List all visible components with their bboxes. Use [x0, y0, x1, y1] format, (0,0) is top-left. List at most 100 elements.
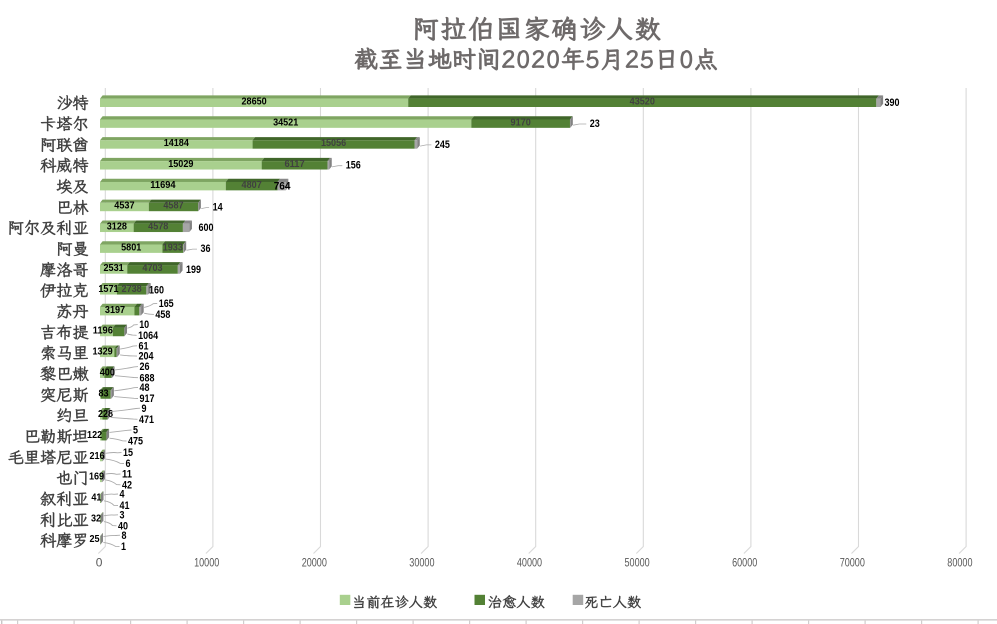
svg-text:1933: 1933 — [163, 242, 184, 253]
svg-text:165: 165 — [159, 298, 174, 310]
svg-text:1: 1 — [121, 541, 126, 553]
svg-text:475: 475 — [128, 436, 143, 448]
svg-text:伊拉克: 伊拉克 — [40, 279, 89, 301]
svg-text:利比亚: 利比亚 — [40, 508, 89, 530]
svg-text:34521: 34521 — [273, 117, 299, 128]
svg-text:11: 11 — [122, 469, 132, 481]
svg-text:122: 122 — [87, 430, 102, 441]
svg-text:245: 245 — [435, 139, 450, 151]
svg-text:吉布提: 吉布提 — [40, 321, 89, 343]
svg-text:41: 41 — [91, 492, 101, 503]
svg-text:30000: 30000 — [409, 555, 434, 569]
svg-text:阿拉伯国家确诊人数: 阿拉伯国家确诊人数 — [413, 12, 661, 46]
svg-text:4578: 4578 — [148, 222, 169, 233]
svg-text:11694: 11694 — [150, 180, 176, 191]
svg-text:巴林: 巴林 — [56, 196, 88, 218]
svg-text:沙特: 沙特 — [56, 92, 88, 114]
svg-text:458: 458 — [155, 309, 170, 321]
svg-text:苏丹: 苏丹 — [56, 300, 88, 322]
svg-text:6: 6 — [126, 458, 131, 470]
svg-text:8: 8 — [122, 530, 127, 542]
svg-text:70000: 70000 — [840, 555, 865, 569]
svg-text:0: 0 — [96, 555, 103, 569]
svg-text:83: 83 — [98, 388, 108, 399]
svg-text:228: 228 — [98, 409, 113, 420]
svg-text:36: 36 — [201, 243, 211, 255]
svg-text:阿曼: 阿曼 — [56, 237, 88, 259]
svg-text:917: 917 — [140, 393, 155, 405]
svg-text:3197: 3197 — [105, 305, 126, 316]
svg-text:5: 5 — [133, 425, 138, 437]
svg-text:41: 41 — [120, 500, 130, 512]
svg-text:1329: 1329 — [93, 347, 114, 358]
svg-text:4537: 4537 — [114, 201, 135, 212]
svg-text:14: 14 — [213, 201, 224, 213]
svg-text:14184: 14184 — [164, 138, 190, 149]
svg-text:死亡人数: 死亡人数 — [584, 593, 641, 612]
svg-text:40: 40 — [118, 520, 128, 532]
svg-text:巴勒斯坦: 巴勒斯坦 — [24, 425, 89, 447]
svg-text:黎巴嫩: 黎巴嫩 — [40, 363, 89, 385]
svg-text:科威特: 科威特 — [40, 154, 89, 176]
svg-text:40000: 40000 — [517, 555, 542, 569]
svg-text:28650: 28650 — [241, 97, 267, 108]
svg-text:卡塔尔: 卡塔尔 — [40, 112, 89, 134]
svg-text:471: 471 — [139, 414, 154, 426]
svg-text:25: 25 — [89, 534, 99, 545]
svg-text:169: 169 — [89, 472, 104, 483]
svg-text:3: 3 — [120, 509, 125, 521]
svg-text:1571: 1571 — [98, 284, 119, 295]
svg-text:阿联酋: 阿联酋 — [40, 133, 89, 155]
svg-text:764: 764 — [274, 180, 292, 192]
svg-text:9: 9 — [142, 403, 147, 415]
svg-text:6117: 6117 — [284, 159, 305, 170]
svg-text:216: 216 — [89, 451, 104, 462]
svg-text:199: 199 — [186, 264, 201, 276]
svg-text:埃及: 埃及 — [56, 175, 88, 197]
svg-text:390: 390 — [885, 97, 900, 109]
svg-text:4587: 4587 — [163, 201, 184, 212]
svg-text:688: 688 — [140, 372, 155, 384]
svg-text:600: 600 — [199, 222, 214, 234]
svg-text:毛里塔尼亚: 毛里塔尼亚 — [8, 446, 89, 468]
svg-text:10: 10 — [139, 319, 149, 331]
svg-text:也门: 也门 — [56, 467, 88, 489]
svg-text:26: 26 — [140, 361, 150, 373]
svg-text:48: 48 — [140, 382, 150, 394]
svg-text:4703: 4703 — [142, 263, 163, 274]
svg-text:突尼斯: 突尼斯 — [40, 383, 89, 405]
svg-text:15056: 15056 — [321, 138, 347, 149]
svg-text:43520: 43520 — [630, 97, 656, 108]
svg-text:5801: 5801 — [121, 242, 142, 253]
svg-text:156: 156 — [346, 160, 361, 172]
svg-text:治愈人数: 治愈人数 — [488, 593, 545, 612]
svg-text:60000: 60000 — [732, 555, 757, 569]
svg-text:23: 23 — [590, 118, 600, 130]
svg-text:科摩罗: 科摩罗 — [40, 529, 89, 551]
svg-text:15029: 15029 — [168, 159, 194, 170]
svg-text:2531: 2531 — [104, 263, 125, 274]
svg-text:叙利亚: 叙利亚 — [40, 488, 89, 510]
svg-text:当前在诊人数: 当前在诊人数 — [352, 593, 437, 612]
svg-text:3128: 3128 — [107, 222, 128, 233]
svg-text:80000: 80000 — [947, 555, 972, 569]
svg-text:2738: 2738 — [122, 284, 143, 295]
svg-text:10000: 10000 — [194, 555, 219, 569]
svg-text:400: 400 — [100, 367, 115, 378]
svg-text:4807: 4807 — [242, 180, 263, 191]
svg-text:9170: 9170 — [511, 117, 532, 128]
svg-text:阿尔及利亚: 阿尔及利亚 — [8, 217, 89, 239]
svg-text:32: 32 — [91, 513, 101, 524]
svg-text:索马里: 索马里 — [40, 342, 89, 364]
svg-text:截至当地时间2020年5月25日0点: 截至当地时间2020年5月25日0点 — [354, 43, 718, 75]
svg-text:50000: 50000 — [625, 555, 650, 569]
svg-text:4: 4 — [120, 489, 126, 501]
svg-text:摩洛哥: 摩洛哥 — [40, 258, 89, 280]
svg-text:1064: 1064 — [138, 330, 159, 342]
svg-text:42: 42 — [122, 479, 132, 491]
svg-text:160: 160 — [149, 285, 164, 297]
svg-text:约旦: 约旦 — [56, 404, 88, 426]
svg-text:1196: 1196 — [93, 326, 114, 337]
svg-text:15: 15 — [123, 447, 133, 459]
svg-text:204: 204 — [139, 351, 155, 363]
